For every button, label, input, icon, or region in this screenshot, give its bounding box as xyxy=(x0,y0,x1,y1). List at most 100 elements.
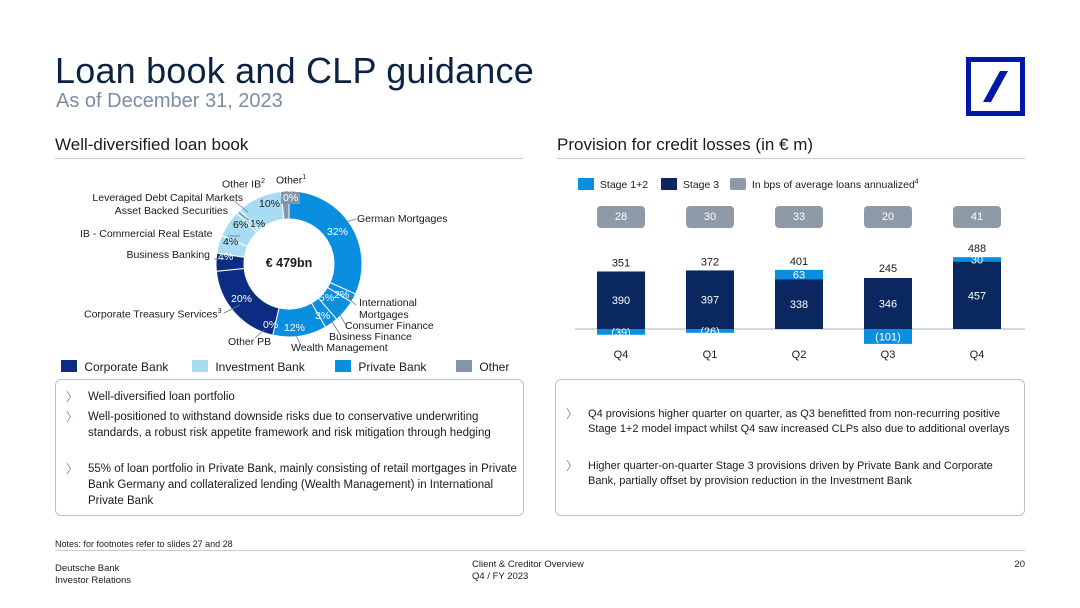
loan-book-divider xyxy=(55,158,523,159)
page-number: 20 xyxy=(1014,559,1025,570)
slice-label-corporate-treasury: Corporate Treasury Services3 xyxy=(84,308,222,321)
category-label-4: Q4 xyxy=(970,349,985,361)
bar-stage3-3 xyxy=(864,277,912,329)
legend-item-private-bank: Private Bank xyxy=(335,360,426,374)
slice-label-ib-cre: IB - Commercial Real Estate xyxy=(80,228,213,240)
legend-item-investment-bank: Investment Bank xyxy=(192,360,305,374)
loan-book-commentary-box: 〉 Well-diversified loan portfolio 〉 Well-p… xyxy=(55,379,524,516)
bar-stage3-1 xyxy=(686,270,734,329)
label-stage12-1: (26) xyxy=(700,326,720,338)
legend-item-other: Other xyxy=(456,360,509,374)
bps-pill-q4-22: 28 xyxy=(597,206,645,228)
label-stage12-2: 63 xyxy=(793,269,805,281)
chevron-right-icon: 〉 xyxy=(566,459,579,473)
slice-value-ib-cre: 4% xyxy=(223,236,239,248)
loan-book-bullet-3: 〉 55% of loan portfolio in Private Bank, … xyxy=(66,462,517,507)
loan-book-bullet-1: 〉 Well-diversified loan portfolio xyxy=(66,390,235,404)
donut-slices xyxy=(215,190,363,338)
label-total-2: 401 xyxy=(790,256,808,268)
legend-swatch-private-bank xyxy=(335,360,351,372)
legend-swatch-stage3 xyxy=(661,178,677,190)
loan-book-legend: Corporate Bank xyxy=(61,360,168,374)
bar-stage3-2 xyxy=(775,279,823,329)
slice-value-international-mortgages: 2% xyxy=(334,289,350,301)
legend-label-other: Other xyxy=(479,360,510,374)
slice-value-consumer-finance: 5% xyxy=(319,292,335,304)
category-label-3: Q3 xyxy=(881,349,896,361)
chevron-right-icon: 〉 xyxy=(566,407,579,421)
slice-label-other-ib: Other IB2 xyxy=(222,178,266,191)
bar-stage3-0 xyxy=(597,271,645,329)
slice-value-corporate-treasury: 20% xyxy=(231,293,253,305)
slice-label-ldcm: Leveraged Debt Capital Markets xyxy=(92,192,243,204)
page-subtitle: As of December 31, 2023 xyxy=(56,90,283,112)
legend-swatch-other xyxy=(456,360,472,372)
slice-label-german-mortgages: German Mortgages xyxy=(357,213,448,225)
legend-swatch-investment-bank xyxy=(192,360,208,372)
bar-stage12-4 xyxy=(953,257,1001,262)
legend-swatch-bps xyxy=(730,178,746,190)
bar-stage12-2 xyxy=(775,269,823,280)
slice-value-other: 0% xyxy=(281,192,301,204)
legend-swatch-corporate-bank xyxy=(61,360,77,372)
slice-label-international-mortgages: International Mortgages xyxy=(359,297,417,321)
bps-pill-q1: 30 xyxy=(686,206,734,228)
loan-book-section-title: Well-diversified loan book xyxy=(55,135,249,154)
bps-pill-q3: 20 xyxy=(864,206,912,228)
slice-label-business-finance: Business Finance xyxy=(329,331,412,343)
legend-label-bps: In bps of average loans annualized xyxy=(751,179,915,191)
deutsche-bank-logo xyxy=(966,57,1025,116)
clp-legend-bps: In bps of average loans annualized4 xyxy=(730,178,919,191)
label-stage3-4: 457 xyxy=(968,290,986,302)
chevron-right-icon: 〉 xyxy=(66,390,79,404)
chevron-right-icon: 〉 xyxy=(66,462,79,476)
bar-stage12-1 xyxy=(686,329,734,333)
donut-leader-lines xyxy=(214,191,357,347)
slice-label-wealth-management: Wealth Management xyxy=(291,342,388,354)
clp-bullet-2: 〉 Higher quarter-on-quarter Stage 3 provi… xyxy=(566,459,993,487)
label-stage3-1: 397 xyxy=(701,295,719,307)
donut-center-label: € 479bn xyxy=(265,256,313,270)
slice-value-german-mortgages: 32% xyxy=(327,226,349,238)
bar-stage3-4 xyxy=(953,261,1001,329)
slice-label-abs: Asset Backed Securities xyxy=(114,205,228,217)
label-total-1: 372 xyxy=(701,256,719,268)
bps-pill-q2: 33 xyxy=(775,206,823,228)
legend-label-corporate-bank: Corporate Bank xyxy=(84,360,169,374)
loan-book-donut-chart xyxy=(214,190,363,347)
slice-label-other: Other1 xyxy=(276,174,307,187)
footer-org: Deutsche Bank Investor Relations xyxy=(55,563,132,586)
bar-stage12-3 xyxy=(864,329,912,344)
clp-legend-stage3: Stage 3 xyxy=(661,178,719,191)
chevron-right-icon: 〉 xyxy=(66,410,79,424)
legend-label-stage3: Stage 3 xyxy=(682,179,720,191)
legend-swatch-stage12 xyxy=(578,178,594,190)
slice-value-other-ib: 10% xyxy=(259,198,281,210)
clp-section-title: Provision for credit losses (in € m) xyxy=(557,135,814,154)
slice-value-business-finance: 3% xyxy=(315,310,331,322)
legend-label-private-bank: Private Bank xyxy=(358,360,427,374)
label-stage12-3: (101) xyxy=(875,331,901,343)
slice-label-consumer-finance: Consumer Finance xyxy=(345,320,434,332)
slice-value-business-banking: 4% xyxy=(218,251,234,263)
label-stage3-0: 390 xyxy=(612,295,630,307)
clp-legend-stage12: Stage 1+2 xyxy=(578,178,648,191)
bps-pill-q4-23: 41 xyxy=(953,206,1001,228)
logo-slash-icon xyxy=(983,71,1008,102)
label-stage3-2: 338 xyxy=(790,299,808,311)
slice-value-ldcm: 1% xyxy=(250,218,266,230)
label-stage12-0: (39) xyxy=(611,327,631,339)
slice-value-abs: 6% xyxy=(233,219,249,231)
label-total-0: 351 xyxy=(612,257,630,269)
slice-value-wealth-management: 12% xyxy=(284,322,306,334)
clp-commentary-box: 〉 Q4 provisions higher quarter on quarter… xyxy=(555,379,1025,516)
label-stage3-3: 346 xyxy=(879,298,897,310)
clp-bullet-1: 〉 Q4 provisions higher quarter on quarter… xyxy=(566,407,1010,435)
legend-label-stage12: Stage 1+2 xyxy=(599,179,649,191)
footer-divider xyxy=(55,550,1025,551)
category-label-2: Q2 xyxy=(792,349,807,361)
slice-value-other-pb: 0% xyxy=(263,319,279,331)
clp-divider xyxy=(557,158,1025,159)
